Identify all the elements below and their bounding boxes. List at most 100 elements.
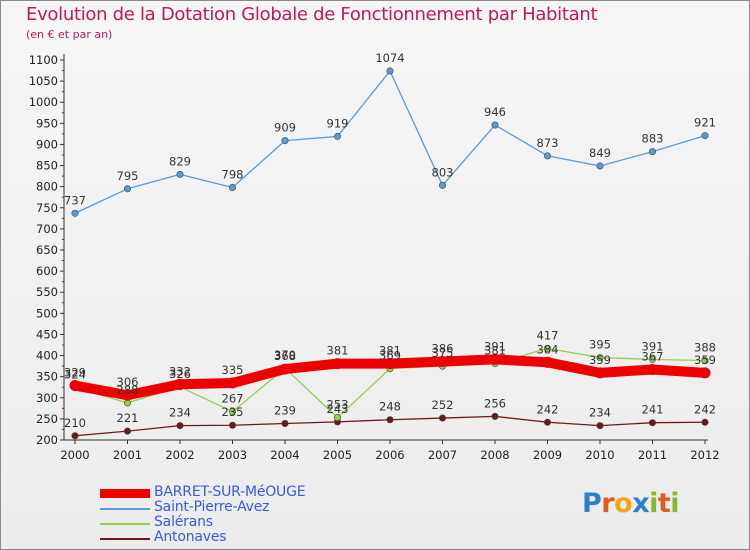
logo-letter: P bbox=[582, 488, 602, 519]
data-point bbox=[491, 412, 499, 420]
data-point bbox=[174, 378, 186, 390]
data-label: 267 bbox=[222, 392, 244, 406]
data-label: 375 bbox=[432, 346, 454, 360]
data-point bbox=[229, 184, 237, 192]
data-label: 248 bbox=[379, 400, 401, 414]
data-point bbox=[69, 380, 81, 392]
y-tick-label: 1050 bbox=[29, 74, 58, 88]
legend-swatch bbox=[100, 523, 150, 525]
data-point bbox=[124, 427, 132, 435]
data-label: 256 bbox=[484, 396, 506, 410]
data-label: 803 bbox=[432, 165, 454, 179]
data-label: 221 bbox=[117, 411, 139, 425]
data-label: 370 bbox=[274, 348, 296, 362]
data-point bbox=[699, 367, 711, 379]
data-label: 737 bbox=[64, 193, 86, 207]
data-labels: 737 795 829 798 909 919 1074 803 946 873 849 883 921… bbox=[64, 51, 716, 430]
data-point bbox=[281, 420, 289, 428]
y-tick-label: 700 bbox=[36, 222, 58, 236]
data-label: 306 bbox=[117, 375, 139, 389]
data-label: 417 bbox=[537, 328, 559, 342]
data-label: 288 bbox=[117, 383, 139, 397]
data-point bbox=[596, 162, 604, 170]
data-label: 381 bbox=[379, 344, 401, 358]
y-tick-label: 950 bbox=[36, 116, 58, 130]
y-tick-label: 1100 bbox=[29, 53, 58, 67]
x-tick-label: 2002 bbox=[165, 448, 194, 462]
series-antonaves bbox=[71, 412, 709, 440]
data-point bbox=[648, 355, 656, 363]
y-tick-label: 900 bbox=[36, 137, 58, 151]
legend-label: Salérans bbox=[154, 514, 213, 530]
y-tick-label: 750 bbox=[36, 201, 58, 215]
data-label: 239 bbox=[274, 404, 296, 418]
data-point bbox=[701, 418, 709, 426]
data-label: 921 bbox=[694, 116, 716, 130]
x-tick-label: 2009 bbox=[533, 448, 562, 462]
series-line bbox=[74, 70, 706, 214]
data-point bbox=[438, 181, 446, 189]
data-point bbox=[543, 344, 551, 352]
proxiti-logo: Proxiti bbox=[582, 488, 680, 519]
data-label: 909 bbox=[274, 121, 296, 135]
legend-label: Saint-Pierre-Avez bbox=[154, 499, 270, 515]
data-point bbox=[71, 209, 79, 217]
legend-swatch bbox=[100, 538, 150, 540]
data-point bbox=[227, 377, 238, 389]
data-label: 329 bbox=[64, 366, 86, 380]
y-tick-label: 500 bbox=[36, 306, 58, 320]
data-label: 381 bbox=[327, 344, 349, 358]
legend-swatch bbox=[100, 508, 150, 510]
data-label: 359 bbox=[694, 353, 716, 367]
x-tick-label: 2006 bbox=[375, 448, 404, 462]
data-label: 324 bbox=[64, 368, 86, 382]
y-tick-label: 550 bbox=[36, 285, 58, 299]
logo-letter: x bbox=[632, 488, 650, 519]
data-point bbox=[701, 357, 709, 365]
x-tick-label: 2001 bbox=[113, 448, 142, 462]
axes: 200 250 300 350 400 450 500 550 600 650 700 750 800 8… bbox=[29, 53, 720, 462]
y-tick-label: 450 bbox=[36, 327, 58, 341]
data-label: 391 bbox=[642, 339, 664, 353]
data-point bbox=[542, 356, 553, 368]
x-tick-label: 2005 bbox=[323, 448, 352, 462]
data-point bbox=[176, 422, 184, 430]
y-tick-label: 350 bbox=[36, 370, 58, 384]
data-label: 368 bbox=[274, 349, 296, 363]
legend-label: Antonaves bbox=[154, 529, 227, 545]
data-label: 873 bbox=[537, 136, 559, 150]
data-point bbox=[176, 170, 184, 178]
data-label: 235 bbox=[222, 405, 244, 419]
y-tick-label: 200 bbox=[36, 433, 58, 447]
data-label: 386 bbox=[432, 341, 454, 355]
x-tick-label: 2011 bbox=[638, 448, 667, 462]
data-label: 946 bbox=[484, 105, 506, 119]
data-point bbox=[124, 185, 132, 193]
data-label: 252 bbox=[432, 398, 454, 412]
data-label: 210 bbox=[64, 416, 86, 430]
series-saint-pierre-avez bbox=[71, 67, 709, 217]
series-barret-sur-m-ouge bbox=[69, 353, 711, 401]
data-point bbox=[386, 67, 394, 75]
y-tick-label: 650 bbox=[36, 243, 58, 257]
y-tick-label: 600 bbox=[36, 264, 58, 278]
x-tick-label: 2012 bbox=[690, 448, 719, 462]
legend-label: BARRET-SUR-MéOUGE bbox=[154, 484, 306, 500]
data-point bbox=[71, 432, 79, 440]
y-tick-label: 300 bbox=[36, 391, 58, 405]
data-label: 369 bbox=[379, 349, 401, 363]
data-point bbox=[332, 358, 343, 370]
data-point bbox=[229, 408, 237, 416]
data-point bbox=[701, 132, 709, 140]
y-tick-label: 400 bbox=[36, 349, 58, 363]
data-label: 367 bbox=[642, 349, 664, 363]
data-point bbox=[438, 414, 446, 422]
data-point bbox=[386, 416, 394, 424]
data-label: 384 bbox=[537, 342, 559, 356]
data-point bbox=[333, 414, 341, 422]
data-point bbox=[491, 121, 499, 129]
data-label: 798 bbox=[222, 168, 244, 182]
data-label: 242 bbox=[537, 402, 559, 416]
